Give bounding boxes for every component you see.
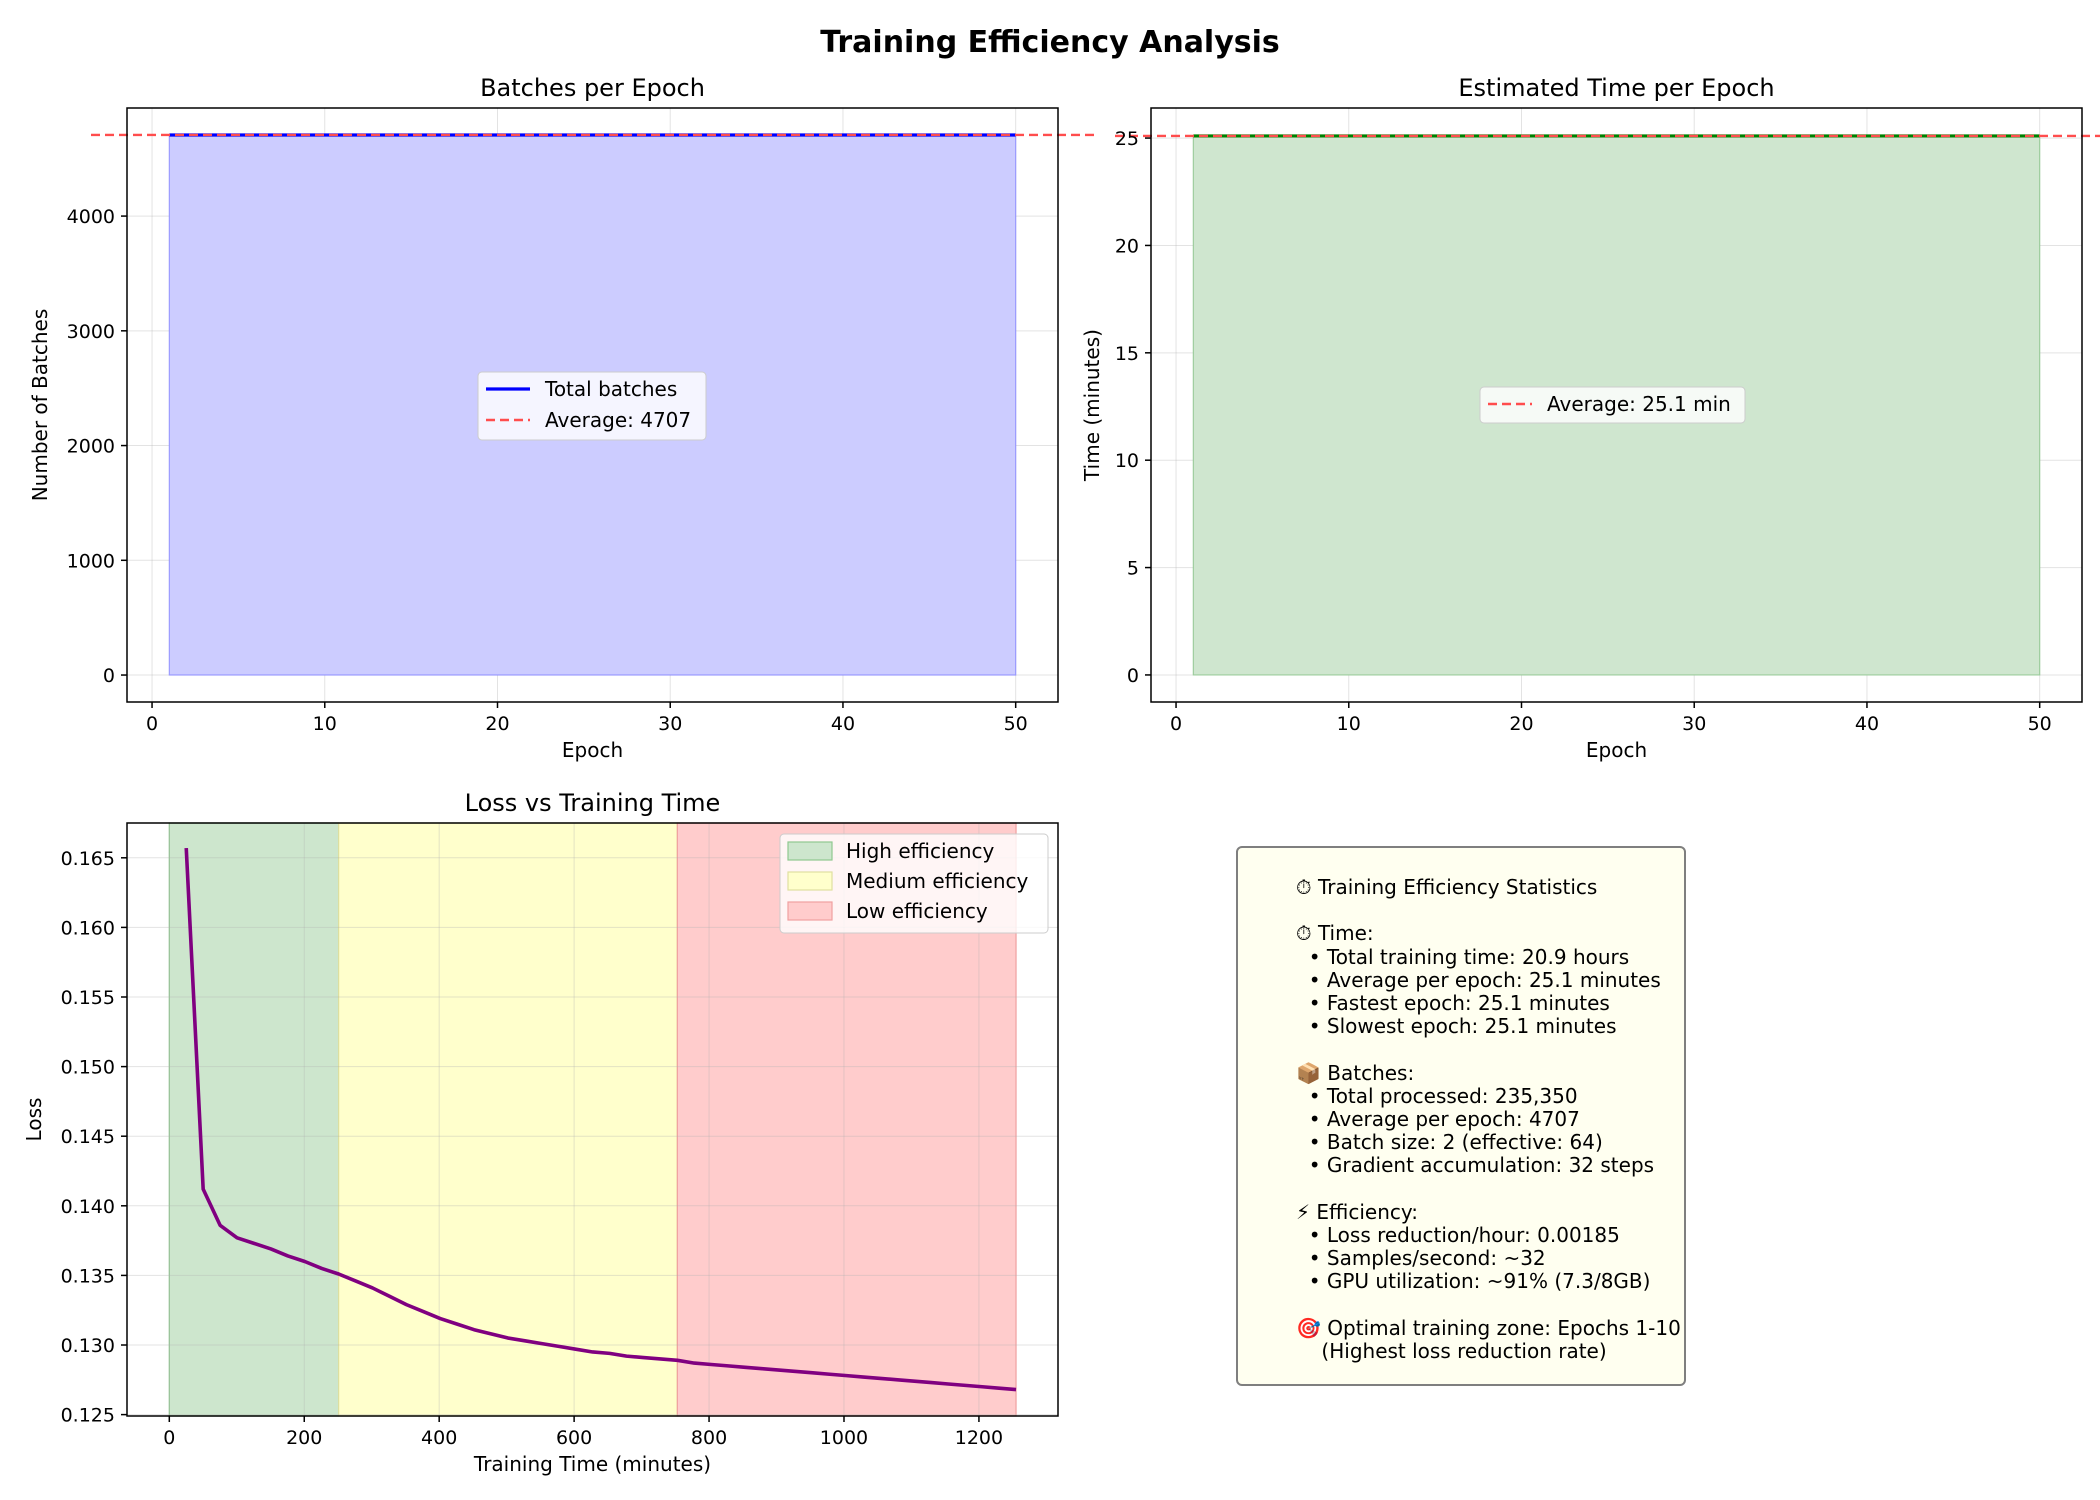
plot-frame (1150, 107, 2083, 703)
legend-label-average: Average: 4707 (545, 408, 691, 432)
batches-per-epoch-panel: 0 10 20 30 40 50 0 1000 2000 3000 4000 Batches per … (28, 74, 1094, 762)
legend-box (477, 371, 707, 441)
plot-frame (126, 822, 1059, 1417)
x-tick-label: 800 (691, 1427, 727, 1449)
y-tick-label: 0.125 (61, 1405, 115, 1427)
y-tick-label: 0 (1127, 665, 1139, 687)
legend-box (779, 833, 1049, 934)
legend-label-region: Low efficiency (846, 899, 988, 923)
legend-swatch-region (787, 841, 833, 861)
x-tick-label: 10 (1337, 713, 1361, 735)
efficiency-region (168, 822, 340, 1417)
y-tick-label: 0.135 (61, 1265, 115, 1287)
x-tick-label: 200 (286, 1427, 322, 1449)
x-axis-label: Epoch (562, 738, 623, 762)
legend-label-region: Medium efficiency (846, 869, 1028, 893)
y-tick-label: 25 (1115, 128, 1139, 150)
legend-label-region: High efficiency (846, 839, 994, 863)
legend-label-average: Average: 25.1 min (1547, 392, 1731, 416)
loss-curve (184, 847, 1017, 1392)
y-tick-label: 20 (1115, 235, 1139, 257)
x-tick-label: 1200 (955, 1427, 1003, 1449)
x-axis-label: Epoch (1586, 738, 1647, 762)
plot-frame (126, 107, 1059, 703)
x-tick-label: 50 (1004, 713, 1028, 735)
statistics-panel: ⏱ Training Efficiency Statistics ⏱ Time:… (1236, 846, 1686, 1386)
y-tick-label: 5 (1127, 558, 1139, 580)
y-tick-label: 0.140 (61, 1196, 115, 1218)
y-tick-label: 0.155 (61, 987, 115, 1009)
y-tick-label: 0.160 (61, 917, 115, 939)
legend-swatch-region (787, 871, 833, 891)
x-tick-label: 0 (163, 1427, 175, 1449)
x-tick-label: 30 (1682, 713, 1706, 735)
legend: Average: 25.1 min (1479, 386, 1746, 424)
x-tick-label: 20 (485, 713, 509, 735)
y-tick-label: 4000 (67, 206, 115, 228)
x-tick-label: 30 (658, 713, 682, 735)
y-tick-label: 0 (103, 665, 115, 687)
y-tick-label: 3000 (67, 321, 115, 343)
x-tick-label: 0 (1170, 713, 1182, 735)
y-tick-label: 0.130 (61, 1335, 115, 1357)
y-tick-label: 1000 (67, 550, 115, 572)
y-axis-label: Time (minutes) (1080, 329, 1104, 482)
x-tick-label: 10 (313, 713, 337, 735)
y-tick-label: 0.150 (61, 1057, 115, 1079)
legend-label-total: Total batches (544, 377, 677, 401)
time-per-epoch-panel: 0 10 20 30 40 50 0 5 10 15 20 25 Estimated Time per … (1080, 74, 2100, 762)
loss-vs-time-panel: 0 200 400 600 800 1000 1200 0.125 0.130 0.135 0.14… (22, 789, 1059, 1476)
chart-title: Batches per Epoch (480, 74, 705, 102)
x-axis-label: Training Time (minutes) (473, 1452, 711, 1476)
y-tick-label: 0.165 (61, 848, 115, 870)
y-tick-label: 2000 (67, 436, 115, 458)
figure-title: Training Efficiency Analysis (820, 25, 1280, 60)
legend-swatch-region (787, 901, 833, 921)
x-tick-label: 400 (421, 1427, 457, 1449)
chart-title: Loss vs Training Time (465, 789, 721, 817)
y-tick-label: 10 (1115, 450, 1139, 472)
x-tick-label: 50 (2028, 713, 2052, 735)
x-tick-label: 20 (1509, 713, 1533, 735)
x-tick-label: 0 (146, 713, 158, 735)
x-tick-label: 40 (831, 713, 855, 735)
y-axis-label: Loss (22, 1098, 46, 1142)
y-tick-label: 15 (1115, 343, 1139, 365)
y-tick-label: 0.145 (61, 1126, 115, 1148)
x-tick-label: 1000 (820, 1427, 868, 1449)
legend: High efficiency Medium efficiency Low effi… (779, 833, 1049, 934)
x-tick-label: 40 (1855, 713, 1879, 735)
x-tick-label: 600 (556, 1427, 592, 1449)
efficiency-region (338, 822, 678, 1417)
legend: Total batches Average: 4707 (477, 371, 707, 441)
legend-box (1479, 386, 1746, 424)
statistics-text: ⏱ Training Efficiency Statistics ⏱ Time:… (1296, 875, 1681, 1364)
y-axis-label: Number of Batches (28, 309, 52, 502)
chart-title: Estimated Time per Epoch (1458, 74, 1774, 102)
